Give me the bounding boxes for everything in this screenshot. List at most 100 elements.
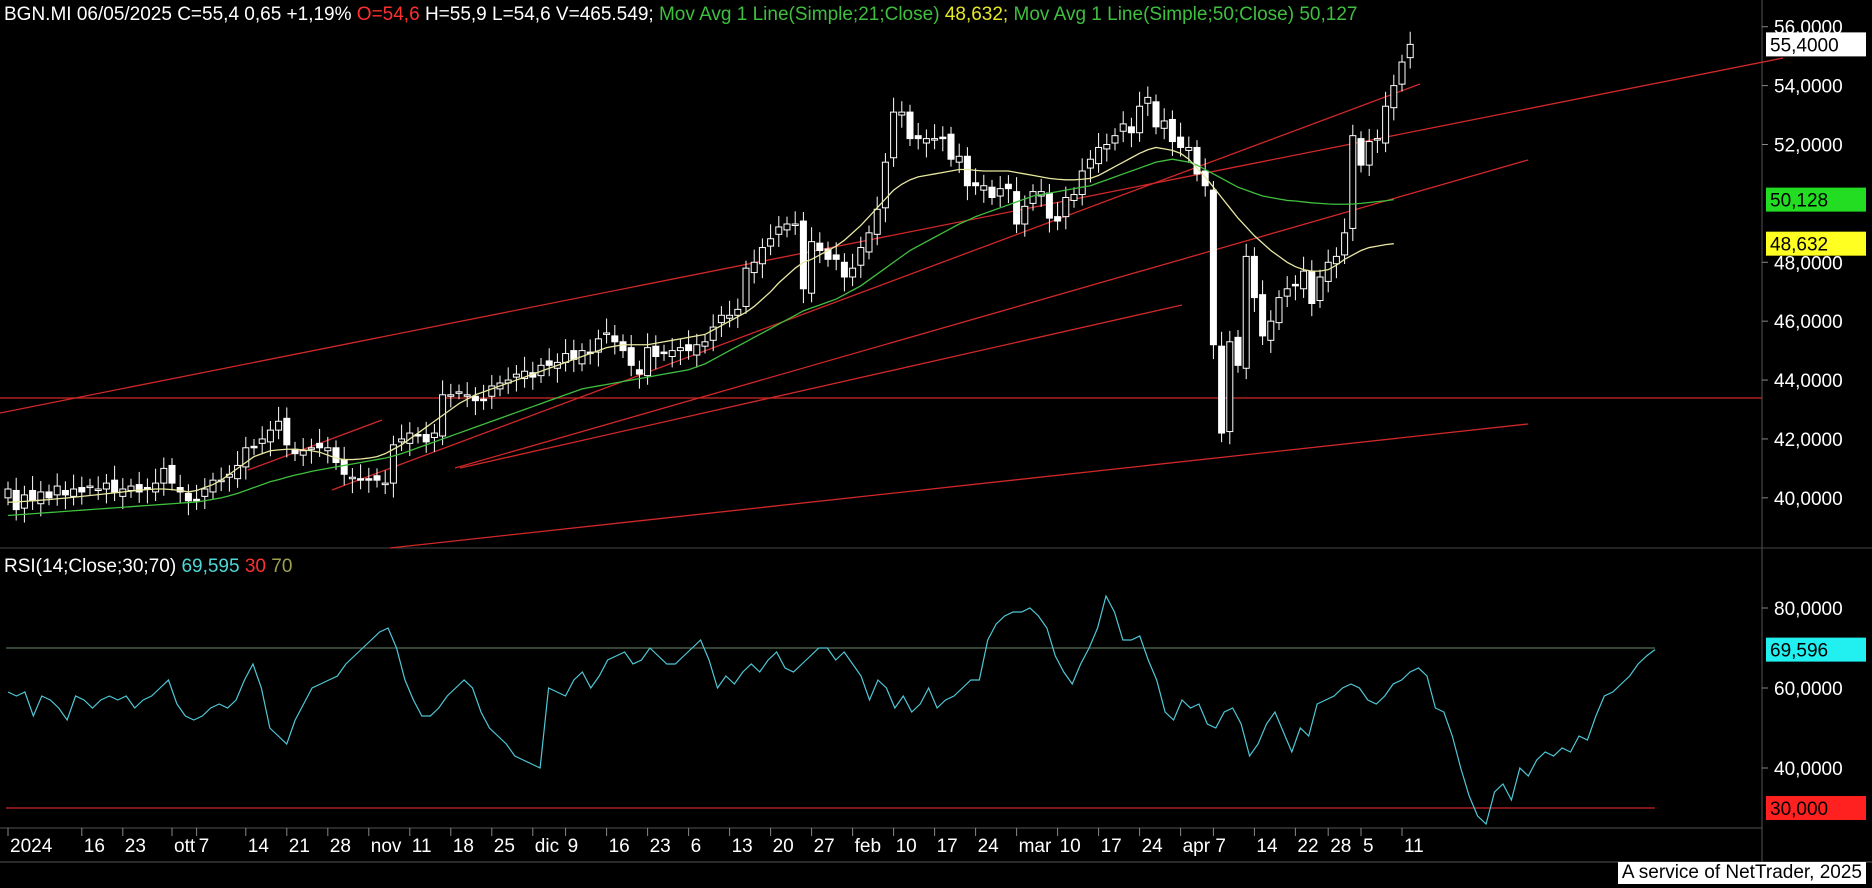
- candle: [881, 153, 889, 223]
- candle-body: [152, 482, 160, 493]
- candle: [693, 333, 701, 368]
- x-tick-label: 22: [1297, 836, 1318, 857]
- candle: [1193, 140, 1201, 182]
- price-tick-label: 44,0000: [1774, 371, 1843, 392]
- candle-body: [931, 138, 939, 141]
- x-tick-label: 2024: [10, 836, 53, 857]
- candle: [1365, 128, 1373, 177]
- candle: [1045, 183, 1053, 233]
- candle-body: [726, 314, 734, 319]
- candle: [463, 382, 471, 408]
- candle-body: [1259, 294, 1267, 337]
- candle-body: [45, 491, 53, 499]
- x-tick-label: 11: [412, 836, 432, 857]
- candle: [1013, 177, 1021, 234]
- x-tick-label: dic: [535, 836, 559, 857]
- candle-body: [422, 434, 430, 443]
- candle: [742, 260, 750, 314]
- candle-body: [1103, 144, 1111, 150]
- candle-body: [127, 485, 135, 491]
- candle: [570, 339, 578, 373]
- candle-body: [750, 261, 758, 274]
- candle-body: [488, 385, 496, 397]
- candle: [398, 424, 406, 452]
- candle-body: [1062, 197, 1070, 218]
- candle: [29, 476, 37, 510]
- candle-body: [693, 344, 701, 356]
- candle: [553, 353, 561, 383]
- x-tick-label: 17: [1101, 836, 1122, 857]
- candle-body: [857, 247, 865, 266]
- candle-body: [78, 487, 86, 493]
- x-tick-label: 24: [978, 836, 1000, 857]
- candle: [972, 168, 980, 195]
- candle: [1250, 247, 1258, 313]
- candle: [1152, 94, 1160, 135]
- candle: [1168, 110, 1176, 156]
- candle-body: [947, 133, 955, 160]
- candle-body: [1111, 135, 1119, 144]
- candle: [439, 380, 447, 446]
- candle: [447, 383, 455, 408]
- candle-body: [234, 464, 242, 480]
- candle-body: [168, 464, 176, 484]
- candle-body: [1382, 105, 1390, 144]
- x-tick-label: 10: [896, 836, 917, 857]
- candle: [250, 438, 258, 456]
- candle: [1070, 187, 1078, 208]
- candle-body: [283, 417, 291, 446]
- candle: [193, 484, 201, 510]
- candle-body: [381, 482, 389, 486]
- candle-body: [398, 438, 406, 443]
- candle-body: [619, 341, 627, 352]
- x-tick-label: 16: [609, 836, 630, 857]
- trend-line: [454, 159, 1529, 469]
- candle-body: [1324, 261, 1332, 282]
- price-header: BGN.MI 06/05/2025 C=55,4 0,65 +1,19% O=5…: [4, 4, 1357, 26]
- x-tick-label: 10: [1060, 836, 1081, 857]
- x-tick-label: 14: [1256, 836, 1278, 857]
- candle-body: [1144, 96, 1152, 104]
- candle-body: [37, 491, 45, 505]
- candle: [709, 314, 717, 352]
- x-tick-label: 7: [1215, 836, 1226, 857]
- candle: [594, 329, 602, 367]
- x-tick-label: 6: [691, 836, 702, 857]
- x-tick-label: 23: [650, 836, 671, 857]
- candle: [980, 174, 988, 203]
- candle: [160, 457, 168, 496]
- candle: [857, 236, 865, 278]
- candle-body: [1070, 194, 1078, 201]
- x-tick-label: 9: [568, 836, 579, 857]
- candle: [480, 384, 488, 410]
- candle-body: [685, 344, 693, 352]
- candle: [86, 478, 94, 495]
- candle-body: [1193, 146, 1201, 175]
- candle: [988, 179, 996, 205]
- candle-body: [832, 254, 840, 260]
- candle-body: [1234, 336, 1242, 366]
- candle: [209, 472, 217, 500]
- candle-body: [873, 208, 881, 235]
- candle: [873, 196, 881, 246]
- candle: [242, 436, 250, 480]
- candle: [1267, 310, 1275, 353]
- candle-body: [61, 489, 69, 496]
- price-tick-label: 46,0000: [1774, 312, 1843, 333]
- candle-body: [1209, 189, 1217, 346]
- candle: [955, 143, 963, 174]
- candle-body: [1201, 170, 1209, 187]
- candle-body: [627, 347, 635, 366]
- hlv-values: H=55,9 L=54,6 V=465.549;: [424, 4, 654, 25]
- rsi-line: [7, 594, 1656, 826]
- candle: [1209, 181, 1217, 360]
- trend-line: [0, 57, 1784, 414]
- candle: [947, 126, 955, 167]
- candle: [184, 484, 192, 516]
- candle: [1308, 260, 1316, 317]
- candle-body: [1341, 232, 1349, 256]
- candle: [12, 477, 20, 521]
- candle-body: [939, 136, 947, 140]
- candle-body: [1127, 126, 1135, 134]
- candle: [1127, 117, 1135, 148]
